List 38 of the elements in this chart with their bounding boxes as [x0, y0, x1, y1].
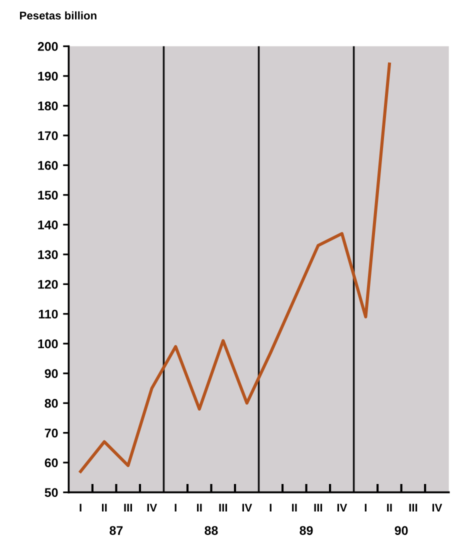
- y-axis-title: Pesetas billion: [20, 11, 96, 20]
- text: 90: [394, 526, 408, 535]
- y-tick-label: 150: [38, 190, 58, 200]
- x-tick-label: I: [174, 504, 176, 512]
- x-tick-label: I: [364, 504, 366, 512]
- y-tick-label: 90: [44, 369, 58, 378]
- x-tick-label: III: [314, 504, 322, 512]
- y-tick-label: 110: [38, 310, 58, 319]
- x-tick-label: I: [80, 504, 82, 512]
- y-tick-label: 120: [38, 280, 58, 289]
- text: 87: [110, 526, 123, 535]
- y-tick-label: 50: [44, 488, 58, 497]
- y-tick-label: 60: [44, 458, 58, 468]
- y-tick-label: 170: [38, 131, 58, 140]
- y-tick-label: 160: [38, 160, 58, 170]
- x-tick-label: IV: [337, 504, 348, 512]
- x-tick-label: II: [292, 504, 297, 512]
- x-tick-label: I: [270, 504, 272, 512]
- y-tick-label: 130: [38, 250, 58, 260]
- x-tick-label: IV: [147, 504, 158, 512]
- x-tick-label: III: [219, 504, 228, 512]
- x-tick-label: III: [409, 504, 418, 512]
- x-tick-label: III: [124, 504, 132, 512]
- x-tick-label: IV: [242, 504, 252, 512]
- x-tick-label: II: [102, 504, 107, 512]
- y-tick-label: 190: [38, 72, 58, 81]
- x-tick-label: II: [197, 504, 202, 512]
- y-tick-label: 200: [38, 42, 58, 51]
- x-tick-label: II: [387, 504, 392, 512]
- y-tick-label: 70: [44, 428, 58, 438]
- text: 89: [300, 526, 313, 535]
- y-tick-label: 180: [38, 102, 58, 110]
- line-series: [79, 62, 391, 474]
- y-tick-label: 140: [38, 220, 58, 230]
- y-tick-label: 100: [38, 339, 58, 348]
- x-tick-label: IV: [432, 504, 442, 512]
- text: 88: [204, 526, 218, 535]
- y-tick-label: 80: [44, 398, 58, 408]
